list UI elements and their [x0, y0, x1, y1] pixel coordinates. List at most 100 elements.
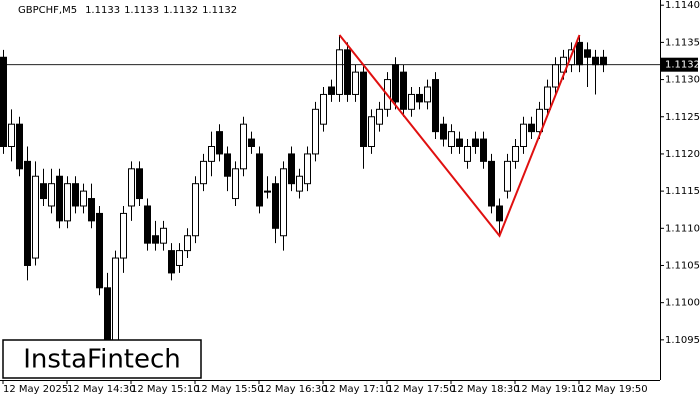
- candle-body: [304, 153, 311, 185]
- y-tick-label: 1.1125: [665, 112, 700, 123]
- candle-body: [488, 160, 495, 207]
- candle-body: [128, 168, 135, 207]
- candle-body: [40, 183, 47, 200]
- y-tick-label: 1.1140: [665, 0, 700, 11]
- current-price-box: [660, 57, 698, 72]
- header-value: 1.1132: [202, 5, 237, 16]
- y-tick-label: 1.1100: [665, 298, 700, 309]
- x-tick-label: 12 May 15:10: [131, 384, 200, 395]
- candle-body: [104, 287, 111, 348]
- y-tick-label: 1.1105: [665, 260, 700, 271]
- candle-body: [352, 71, 359, 95]
- candle-body: [600, 56, 607, 66]
- y-tick-label: 1.1095: [665, 335, 700, 346]
- candle-body: [432, 79, 439, 133]
- y-tick-label: 1.1115: [665, 186, 700, 197]
- candle-body: [192, 183, 199, 237]
- candle-body: [240, 123, 247, 170]
- candle-body: [576, 41, 583, 66]
- candle-body: [176, 250, 183, 266]
- candle-body: [64, 183, 71, 222]
- header-value: 1.1133: [85, 5, 120, 16]
- candle-body: [400, 71, 407, 110]
- candle-body: [80, 190, 87, 207]
- candle-body: [280, 168, 287, 237]
- candle-body: [376, 108, 383, 125]
- candle-body: [152, 235, 159, 244]
- x-tick-label: 12 May 19:10: [515, 384, 584, 395]
- candle-body: [448, 131, 455, 147]
- x-tick-label: 12 May 14:30: [67, 384, 136, 395]
- candle-body: [136, 168, 143, 200]
- candle-body: [552, 64, 559, 88]
- candle-body: [224, 153, 231, 177]
- candle-body: [464, 145, 471, 162]
- candle-body: [112, 257, 119, 348]
- y-tick-label: 1.1130: [665, 75, 700, 86]
- candle-body: [360, 71, 367, 147]
- candle-body: [208, 145, 215, 162]
- candle-body: [416, 93, 423, 103]
- candle-body: [88, 198, 95, 222]
- candle-body: [256, 153, 263, 207]
- candle-body: [456, 138, 463, 147]
- candle-body: [440, 123, 447, 140]
- candle-body: [520, 123, 527, 147]
- candle-body: [496, 205, 503, 222]
- candle-body: [368, 116, 375, 147]
- candle-body: [248, 138, 255, 147]
- header-value: 1.1132: [163, 5, 198, 16]
- x-tick-label: 12 May 15:50: [195, 384, 264, 395]
- candle-body: [504, 160, 511, 192]
- candle-body: [512, 145, 519, 162]
- candle-body: [272, 183, 279, 229]
- x-tick-label: 12 May 2025: [3, 384, 68, 395]
- pattern-line: [338, 34, 581, 238]
- candle-body: [264, 190, 271, 193]
- x-tick-label: 12 May 18:30: [451, 384, 520, 395]
- candle-body: [184, 235, 191, 252]
- x-tick-label: 12 May 19:50: [579, 384, 648, 395]
- candle-body: [144, 205, 151, 244]
- candle-body: [392, 64, 399, 103]
- candle-body: [288, 153, 295, 185]
- candle-body: [296, 175, 303, 192]
- candle-body: [56, 175, 63, 222]
- candle-body: [544, 86, 551, 110]
- candle-body: [48, 183, 55, 207]
- candle-body: [8, 123, 15, 147]
- x-tick-label: 12 May 17:50: [387, 384, 456, 395]
- candle-body: [584, 49, 591, 58]
- candle-body: [168, 250, 175, 274]
- candle-body: [536, 108, 543, 133]
- candle-body: [16, 123, 23, 170]
- y-tick-label: 1.1110: [665, 223, 700, 234]
- candle-body: [480, 138, 487, 162]
- current-price-label: 1.1132: [665, 60, 700, 71]
- candle-body: [24, 160, 31, 266]
- candle-body: [216, 131, 223, 155]
- y-tick-label: 1.1120: [665, 149, 700, 160]
- candle-body: [528, 123, 535, 133]
- candle-body: [120, 212, 127, 259]
- candle-body: [472, 138, 479, 147]
- candle-body: [72, 183, 79, 207]
- candle-body: [232, 168, 239, 200]
- symbol: GBPCHF,M5: [18, 5, 77, 16]
- candle-body: [344, 49, 351, 95]
- candle-body: [592, 56, 599, 66]
- candle-body: [32, 175, 39, 259]
- logo-box: [2, 339, 202, 379]
- candle-body: [320, 93, 327, 125]
- candle-body: [0, 56, 7, 147]
- candle-body: [96, 212, 103, 289]
- candle-body: [328, 86, 335, 95]
- candle-body: [424, 86, 431, 103]
- candle-body: [408, 93, 415, 110]
- logo: InstaFintech: [23, 345, 181, 375]
- y-tick-label: 1.1135: [665, 37, 700, 48]
- candle-body: [160, 227, 167, 244]
- candle-body: [336, 49, 343, 95]
- header-value: 1.1133: [124, 5, 159, 16]
